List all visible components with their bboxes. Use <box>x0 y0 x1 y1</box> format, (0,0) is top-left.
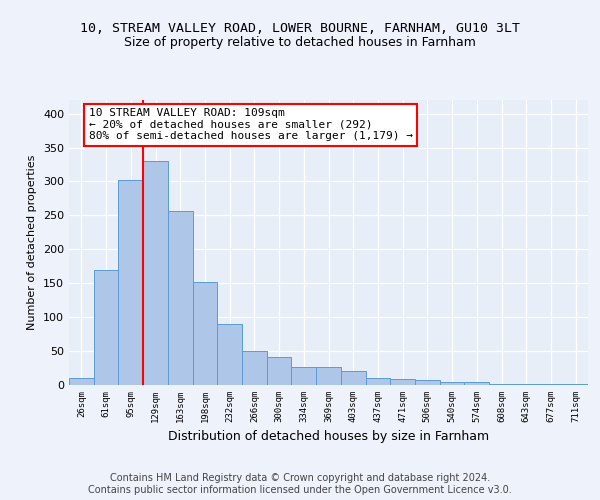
Bar <box>69 378 94 385</box>
Bar <box>267 356 292 385</box>
Bar <box>242 351 267 385</box>
Bar <box>341 372 365 385</box>
Bar <box>390 379 415 385</box>
Bar <box>168 210 193 385</box>
Bar <box>415 380 440 385</box>
X-axis label: Distribution of detached houses by size in Farnham: Distribution of detached houses by size … <box>168 430 489 444</box>
Bar <box>464 382 489 385</box>
Bar <box>514 384 539 385</box>
Bar <box>440 382 464 385</box>
Bar <box>94 270 118 385</box>
Bar <box>292 366 316 385</box>
Bar <box>143 161 168 385</box>
Text: Size of property relative to detached houses in Farnham: Size of property relative to detached ho… <box>124 36 476 49</box>
Bar <box>489 384 514 385</box>
Bar <box>316 366 341 385</box>
Bar <box>539 384 563 385</box>
Bar <box>365 378 390 385</box>
Text: 10 STREAM VALLEY ROAD: 109sqm
← 20% of detached houses are smaller (292)
80% of : 10 STREAM VALLEY ROAD: 109sqm ← 20% of d… <box>89 108 413 142</box>
Text: 10, STREAM VALLEY ROAD, LOWER BOURNE, FARNHAM, GU10 3LT: 10, STREAM VALLEY ROAD, LOWER BOURNE, FA… <box>80 22 520 36</box>
Y-axis label: Number of detached properties: Number of detached properties <box>28 155 37 330</box>
Text: Contains HM Land Registry data © Crown copyright and database right 2024.
Contai: Contains HM Land Registry data © Crown c… <box>88 474 512 495</box>
Bar <box>118 180 143 385</box>
Bar <box>563 384 588 385</box>
Bar <box>217 324 242 385</box>
Bar <box>193 282 217 385</box>
